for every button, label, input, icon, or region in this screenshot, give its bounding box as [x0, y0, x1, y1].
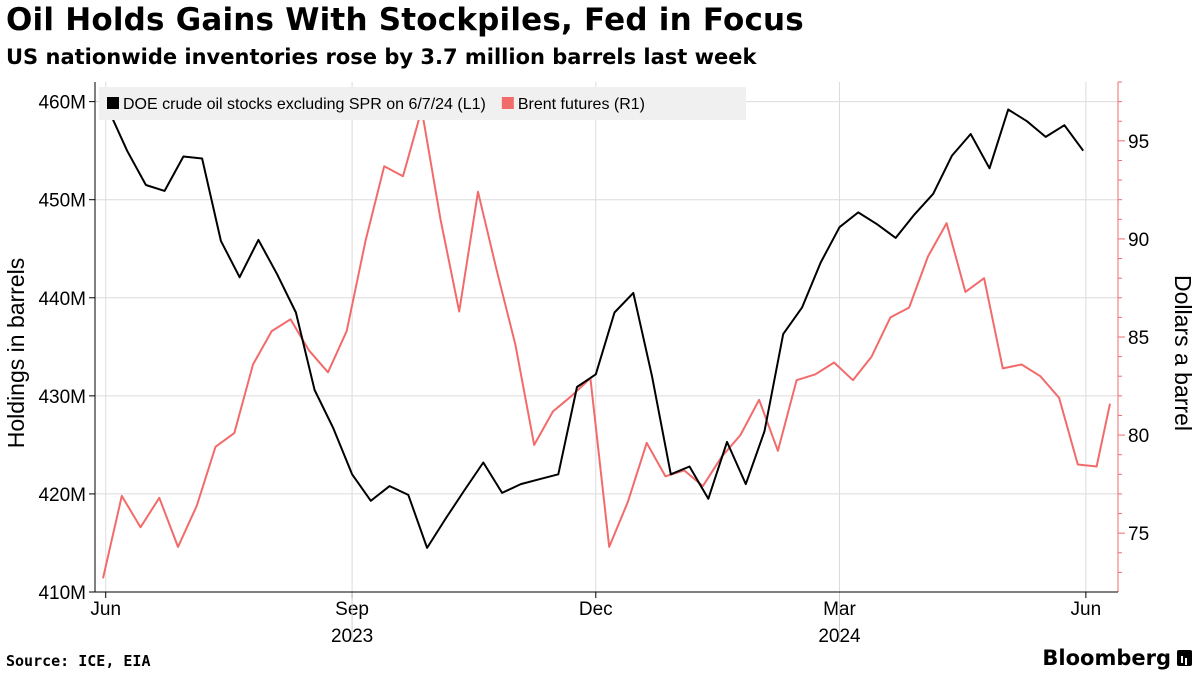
right-tick-label: 80 [1128, 426, 1149, 447]
right-tick-label: 85 [1128, 328, 1149, 349]
left-tick-label: 430M [38, 387, 86, 408]
right-tick-label: 90 [1128, 230, 1149, 251]
x-year-label: 2023 [331, 626, 373, 647]
brent-futures-line [102, 108, 1111, 579]
legend: DOE crude oil stocks excluding SPR on 6/… [99, 87, 746, 120]
bloomberg-terminal-icon [1177, 650, 1192, 666]
right-tick-label: 75 [1128, 524, 1149, 545]
right-tick-label: 95 [1128, 132, 1149, 153]
x-tick-label: Dec [579, 599, 613, 620]
x-tick-label: Jun [1071, 599, 1102, 620]
legend-swatch [107, 97, 119, 109]
crude-stocks-line [107, 108, 1085, 549]
bloomberg-logo: Bloomberg [1042, 646, 1192, 670]
left-tick-label: 460M [38, 93, 86, 114]
legend-label: DOE crude oil stocks excluding SPR on 6/… [123, 96, 486, 113]
left-tick-label: 450M [38, 191, 86, 212]
legend-swatch [501, 97, 514, 109]
left-tick-label: 420M [38, 485, 86, 506]
x-year-label: 2024 [818, 626, 861, 647]
brand-name: Bloomberg [1042, 646, 1171, 670]
right-axis-label: Dollars a barrel [1170, 275, 1196, 431]
left-axis-label: Holdings in barrels [3, 258, 29, 448]
chart-title: Oil Holds Gains With Stockpiles, Fed in … [6, 2, 804, 38]
legend-label: Brent futures (R1) [518, 96, 645, 113]
left-axis: 410M 420M 430M 440M 450M 460M [38, 82, 96, 604]
legend-background [99, 87, 746, 120]
source-note: Source: ICE, EIA [6, 652, 151, 670]
right-axis: 75 80 85 90 95 [1117, 81, 1149, 592]
chart-subtitle: US nationwide inventories rose by 3.7 mi… [6, 45, 757, 69]
series-lines [102, 108, 1111, 579]
x-tick-label: Jun [90, 599, 121, 620]
left-tick-label: 410M [38, 583, 86, 604]
left-tick-label: 440M [38, 289, 86, 310]
